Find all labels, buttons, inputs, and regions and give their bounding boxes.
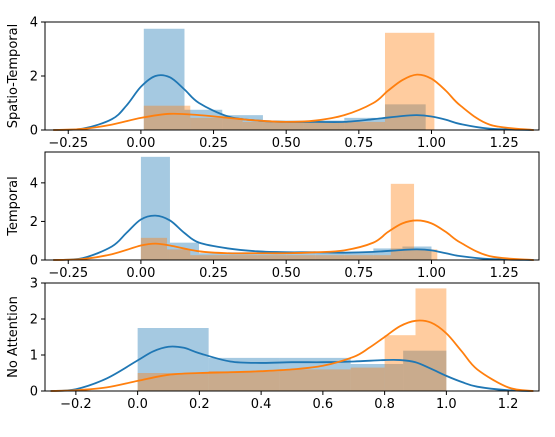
x-tick-label: 1.00 — [417, 136, 446, 151]
hist-bar-blue — [403, 350, 447, 391]
x-tick-label: 1.25 — [490, 136, 519, 151]
kde-curve-orange — [52, 219, 535, 261]
y-tick-label: 4 — [30, 176, 38, 191]
hist-bar-orange — [190, 117, 243, 130]
y-axis-label: Temporal — [6, 176, 21, 237]
hist-bar-blue — [257, 251, 287, 260]
x-tick-label: 0.00 — [126, 266, 155, 281]
y-tick-label: 0 — [30, 124, 38, 139]
x-tick-label: 1.00 — [417, 266, 446, 281]
hist-bar-orange — [167, 249, 191, 260]
x-tick-label: 0.00 — [126, 136, 155, 151]
y-tick-label: 2 — [30, 70, 38, 85]
y-tick-label: 2 — [30, 313, 38, 328]
hist-bar-blue — [344, 252, 374, 260]
hist-bar-blue — [373, 248, 403, 260]
y-axis-label: No Attention — [6, 296, 21, 378]
hist-bar-orange — [140, 237, 168, 260]
x-tick-label: −0.2 — [60, 397, 92, 412]
x-tick-label: 0.50 — [272, 136, 301, 151]
hist-bar-orange — [242, 121, 290, 130]
x-tick-label: 0.8 — [374, 397, 395, 412]
hist-bar-blue — [262, 120, 304, 130]
hist-bar-orange — [190, 255, 391, 260]
x-tick-label: 0.75 — [344, 266, 373, 281]
axes-frame — [44, 282, 540, 392]
x-tick-label: 0.25 — [199, 136, 228, 151]
x-tick-label: 1.2 — [498, 397, 519, 412]
hist-bar-orange — [350, 367, 385, 391]
y-tick-label: 3 — [30, 277, 38, 292]
y-axis-label: Spatio-Temporal — [6, 24, 21, 128]
hist-bar-orange — [289, 121, 339, 130]
hist-bar-orange — [143, 105, 191, 130]
x-tick-label: 1.25 — [490, 266, 519, 281]
hist-bar-orange — [208, 371, 280, 391]
x-tick-label: 0.75 — [344, 136, 373, 151]
hist-bar-blue — [279, 357, 351, 391]
hist-bar-blue — [137, 328, 209, 391]
hist-bar-orange — [414, 249, 438, 260]
hist-bar-blue — [350, 364, 404, 391]
hist-bar-blue — [286, 251, 316, 260]
x-tick-label: 1.0 — [436, 397, 457, 412]
panel-3: −0.2 0.0 0.2 0.4 0.6 0.8 1.0 1.2 0 1 2 3 No Attentio… — [6, 277, 540, 412]
hist-bar-orange — [137, 373, 209, 391]
y-tick-label: 1 — [30, 349, 38, 364]
kde-curve-orange — [52, 73, 535, 131]
x-tick-label: 0.25 — [199, 266, 228, 281]
x-tick-label: −0.25 — [48, 136, 88, 151]
x-tick-label: 0.6 — [313, 397, 334, 412]
panel-1: −0.25 0.00 0.25 0.50 0.75 1.00 1.25 0 2 4 Spatio-T… — [6, 16, 540, 151]
hist-bar-orange — [390, 183, 415, 260]
kde-curve-orange — [50, 319, 534, 392]
hist-bar-blue — [228, 252, 258, 260]
panel-2: −0.25 0.00 0.25 0.50 0.75 1.00 1.25 0 2 4 Temporal — [6, 151, 540, 281]
hist-bar-orange — [279, 369, 351, 391]
y-tick-label: 0 — [30, 385, 38, 400]
x-tick-label: 0.50 — [272, 266, 301, 281]
hist-bar-blue — [199, 253, 229, 260]
x-tick-label: −0.25 — [48, 266, 88, 281]
kde-curve-blue — [52, 214, 535, 261]
x-tick-label: 0.2 — [189, 397, 210, 412]
kde-curve-blue — [50, 345, 534, 392]
hist-bar-orange — [384, 335, 416, 391]
hist-bar-orange — [338, 121, 385, 130]
y-tick-label: 2 — [30, 215, 38, 230]
x-tick-label: 0.0 — [127, 397, 148, 412]
y-tick-label: 4 — [30, 16, 38, 31]
hist-bar-orange — [415, 288, 447, 391]
axes-frame — [44, 151, 540, 261]
hist-bar-blue — [315, 253, 345, 260]
x-tick-label: 0.4 — [251, 397, 272, 412]
hist-bar-blue — [303, 120, 345, 130]
y-tick-label: 0 — [30, 254, 38, 269]
hist-bar-orange — [384, 32, 435, 130]
